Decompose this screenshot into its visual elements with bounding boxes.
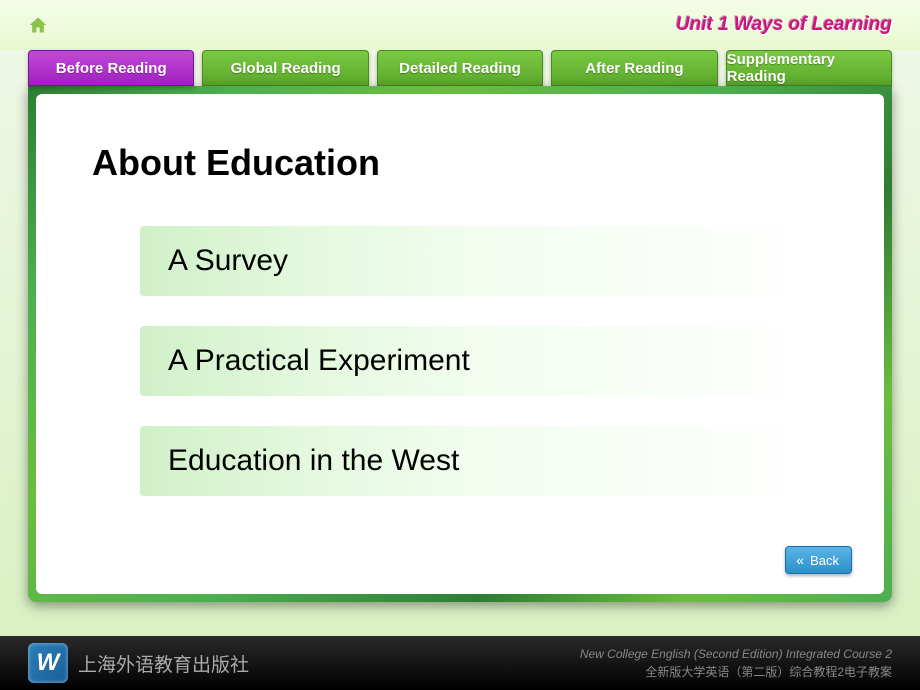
tab-before-reading[interactable]: Before Reading	[28, 50, 194, 86]
footer-line-cn: 全新版大学英语（第二版）综合教程2电子教案	[580, 663, 892, 681]
footer: W 上海外语教育出版社 New College English (Second …	[0, 636, 920, 690]
tab-label: Global Reading	[231, 60, 341, 77]
logo-letter: W	[37, 649, 60, 677]
menu-item-survey[interactable]: A Survey	[140, 226, 820, 296]
tab-supplementary-reading[interactable]: Supplementary Reading	[726, 50, 892, 86]
tab-label: Before Reading	[56, 60, 167, 77]
tab-label: Detailed Reading	[399, 60, 521, 77]
page-title: About Education	[92, 142, 828, 184]
tab-after-reading[interactable]: After Reading	[551, 50, 717, 86]
menu-list: A Survey A Practical Experiment Educatio…	[92, 226, 828, 496]
tab-bar: Before Reading Global Reading Detailed R…	[0, 50, 920, 86]
menu-item-label: A Survey	[168, 244, 288, 277]
footer-left: W 上海外语教育出版社	[28, 643, 249, 683]
back-button[interactable]: « Back	[785, 546, 852, 574]
header-bar: Unit 1 Ways of Learning	[0, 0, 920, 50]
tab-detailed-reading[interactable]: Detailed Reading	[377, 50, 543, 86]
unit-title: Unit 1 Ways of Learning	[676, 14, 892, 36]
footer-line-en: New College English (Second Edition) Int…	[580, 645, 892, 663]
menu-item-experiment[interactable]: A Practical Experiment	[140, 326, 820, 396]
chevron-left-icon: «	[796, 552, 800, 568]
content-frame: About Education A Survey A Practical Exp…	[28, 86, 892, 602]
footer-right: New College English (Second Edition) Int…	[580, 645, 892, 681]
back-button-label: Back	[810, 553, 839, 568]
menu-item-education-west[interactable]: Education in the West	[140, 426, 820, 496]
tab-label: After Reading	[585, 60, 683, 77]
tab-global-reading[interactable]: Global Reading	[202, 50, 368, 86]
tab-label: Supplementary Reading	[727, 51, 891, 85]
home-icon[interactable]	[28, 15, 48, 35]
publisher-name: 上海外语教育出版社	[78, 650, 249, 677]
content-panel: About Education A Survey A Practical Exp…	[36, 94, 884, 594]
logo-icon: W	[28, 643, 68, 683]
menu-item-label: Education in the West	[168, 444, 459, 477]
menu-item-label: A Practical Experiment	[168, 344, 470, 377]
